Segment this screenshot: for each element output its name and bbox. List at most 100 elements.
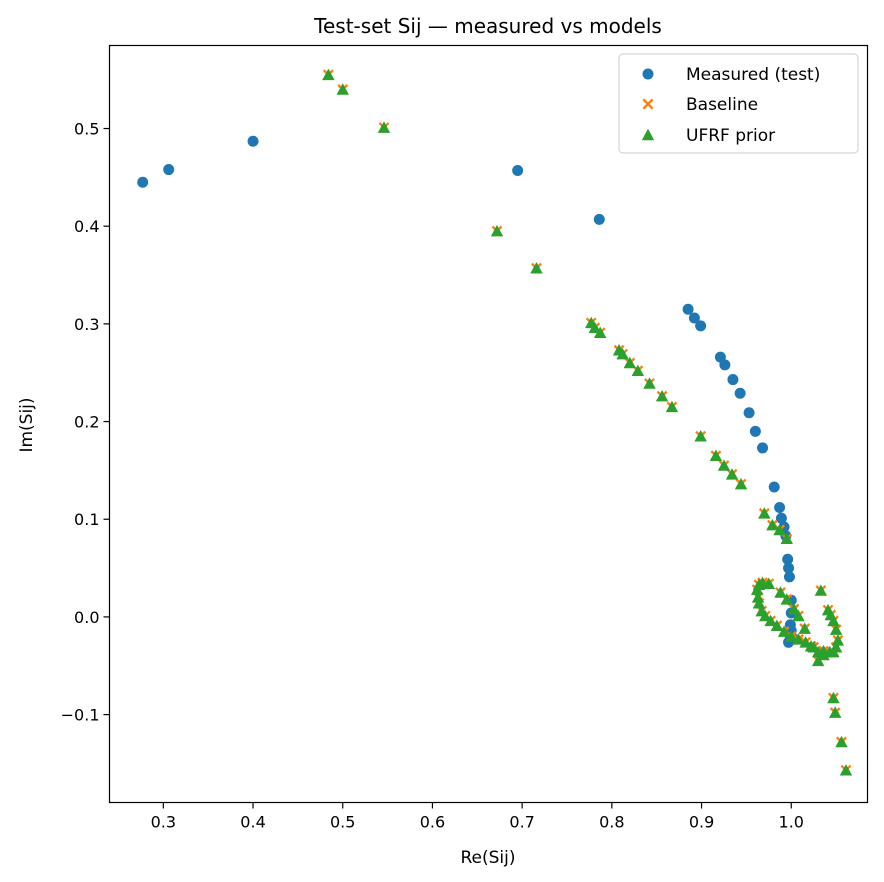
- data-point: [807, 640, 820, 653]
- data-point: [817, 644, 830, 657]
- data-point: [490, 224, 504, 237]
- legend-marker: [641, 128, 655, 141]
- legend: Measured (test) Baseline UFRF prior: [618, 53, 859, 154]
- data-point: [377, 121, 391, 133]
- y-tick-label: 0.1: [74, 510, 99, 529]
- data-point: [785, 630, 798, 642]
- data-point: [757, 442, 769, 454]
- data-point: [717, 459, 731, 471]
- y-tick-label: 0.5: [74, 120, 99, 139]
- data-point: [773, 523, 786, 536]
- data-point: [727, 374, 739, 386]
- data-point: [827, 614, 840, 627]
- data-point: [787, 602, 801, 615]
- data-point: [829, 706, 842, 718]
- legend-label: UFRF prior: [686, 126, 775, 146]
- data-point: [709, 449, 723, 462]
- data-point: [827, 691, 840, 704]
- data-point: [759, 609, 772, 622]
- data-point: [798, 622, 811, 634]
- data-point: [775, 512, 787, 524]
- data-point: [750, 583, 764, 595]
- data-point: [247, 135, 259, 147]
- data-point: [758, 507, 771, 519]
- data-point: [774, 586, 787, 598]
- data-point: [322, 68, 335, 81]
- data-point: [631, 364, 645, 377]
- data-point: [643, 377, 656, 389]
- data-point: [695, 320, 707, 332]
- data-point: [792, 633, 805, 645]
- x-tick-label: 0.5: [330, 813, 355, 832]
- x-tick-label: 1.0: [779, 813, 804, 832]
- y-axis-ticks: −0.1 0.0 0.1 0.2 0.3 0.4 0.5: [61, 120, 110, 725]
- data-point: [694, 430, 707, 442]
- data-point: [814, 584, 828, 596]
- data-point: [719, 359, 731, 371]
- y-tick-label: 0.0: [74, 608, 99, 627]
- data-point: [799, 636, 812, 648]
- series-triangle-points: [322, 68, 853, 776]
- data-point: [734, 387, 746, 399]
- data-point: [734, 477, 748, 490]
- legend-label: Measured (test): [686, 65, 820, 85]
- data-point: [655, 389, 669, 402]
- data-point: [770, 619, 784, 631]
- data-point: [835, 735, 848, 748]
- data-point: [829, 623, 843, 635]
- legend-entries: Measured (test) Baseline UFRF prior: [641, 65, 820, 146]
- data-point: [783, 571, 795, 583]
- legend-box: [618, 53, 859, 154]
- data-point: [743, 407, 755, 419]
- data-point: [593, 213, 605, 225]
- y-tick-label: 0.4: [74, 217, 99, 236]
- data-point: [780, 532, 793, 545]
- data-point: [688, 312, 700, 324]
- x-tick-label: 0.8: [599, 813, 624, 832]
- data-point: [623, 356, 636, 369]
- data-point: [831, 634, 845, 646]
- data-point: [593, 326, 607, 338]
- data-point: [777, 625, 791, 637]
- x-axis-title: Re(Sij): [460, 848, 515, 868]
- y-tick-label: 0.2: [74, 413, 99, 432]
- x-axis-ticks: 0.3 0.4 0.5 0.6 0.7 0.8 0.9 1.0: [151, 802, 804, 832]
- data-point: [774, 502, 786, 514]
- chart-title: Test-set Sij — measured vs models: [313, 14, 662, 38]
- data-point: [530, 262, 543, 274]
- data-point: [766, 518, 779, 531]
- legend-marker: [642, 98, 654, 110]
- data-point: [827, 645, 840, 658]
- plot-area: [137, 68, 853, 776]
- data-point: [782, 553, 794, 565]
- y-tick-label: −0.1: [61, 706, 100, 725]
- data-point: [588, 321, 601, 334]
- legend-marker: [642, 68, 654, 80]
- x-tick-label: 0.7: [509, 813, 534, 832]
- data-point: [137, 176, 149, 188]
- data-point: [336, 83, 349, 95]
- data-point: [783, 562, 795, 574]
- data-point: [780, 593, 793, 605]
- x-tick-label: 0.4: [240, 813, 265, 832]
- data-point: [749, 425, 761, 437]
- y-tick-label: 0.3: [74, 315, 99, 334]
- legend-label: Baseline: [686, 95, 758, 115]
- data-point: [512, 165, 524, 177]
- data-point: [665, 400, 679, 413]
- x-tick-label: 0.3: [151, 813, 176, 832]
- data-point: [725, 468, 739, 480]
- data-point: [811, 654, 825, 667]
- y-axis-title: Im(Sij): [17, 397, 37, 452]
- data-point: [762, 577, 776, 589]
- data-point: [821, 603, 835, 616]
- x-tick-label: 0.6: [420, 813, 445, 832]
- data-point: [682, 303, 694, 315]
- data-point: [751, 591, 765, 603]
- data-point: [163, 164, 175, 176]
- plot-frame: [108, 44, 869, 804]
- data-point: [616, 347, 629, 360]
- data-point: [839, 764, 853, 776]
